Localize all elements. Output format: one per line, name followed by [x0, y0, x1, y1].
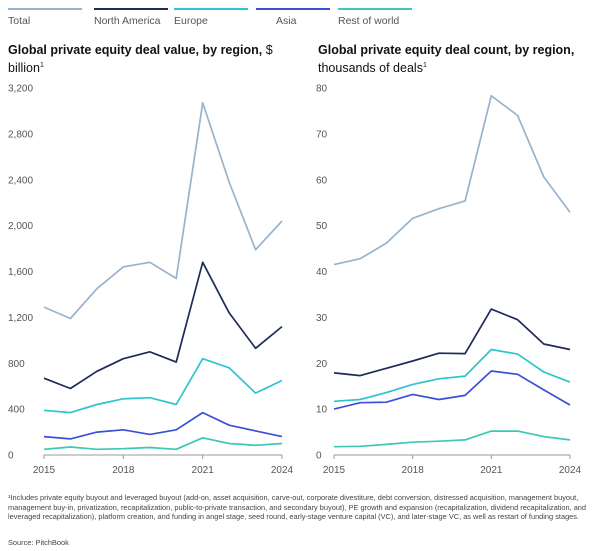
deal-value-line-north-america: [43, 261, 283, 390]
deal-count-xtick-label: 2021: [480, 465, 503, 476]
deal-count-line-rest-of-world: [333, 430, 571, 448]
deal-count-line-asia: [333, 370, 571, 410]
legend-item-total: Total: [8, 0, 82, 34]
deal-count-chart: 0 10 20 30 40 50 60 70 80 2015 2018 2021 2024: [316, 84, 582, 477]
deal-count-line-total: [333, 94, 571, 266]
deal-count-ytick-label: 70: [316, 129, 328, 140]
deal-value-line-asia: [43, 411, 283, 440]
deal-value-ytick-label: 1,600: [8, 267, 33, 278]
deal-value-ytick-label: 2,800: [8, 129, 33, 140]
left-chart-title-unit: $ billion: [8, 43, 273, 76]
deal-value-ytick-label: 800: [8, 359, 25, 370]
legend-swatch-north-america: [94, 8, 168, 10]
legend-item-rest-of-world: Rest of world: [338, 0, 412, 34]
deal-value-ytick-label: 3,200: [8, 84, 33, 95]
deal-count-ytick-label: 0: [316, 451, 322, 462]
deal-value-ytick-label: 1,200: [8, 313, 33, 324]
deal-count-ytick-label: 80: [316, 84, 328, 95]
deal-count-xtick-label: 2024: [559, 465, 582, 476]
deal-value-line-total: [43, 102, 283, 320]
left-chart-title-note: 1: [39, 62, 44, 69]
legend: Total North America Europe Asia Rest of …: [8, 0, 598, 34]
deal-value-chart: 0 400 800 1,200 1,600 2,000 2,400 2,800 3,200 201…: [8, 84, 294, 477]
right-chart-title-note: 1: [422, 62, 427, 69]
deal-count-ytick-label: 30: [316, 313, 328, 324]
legend-label-europe: Europe: [174, 15, 208, 27]
legend-item-north-america: North America: [94, 0, 168, 34]
deal-value-line-europe: [43, 357, 283, 414]
left-chart-title-main: Global private equity deal value, by reg…: [8, 43, 263, 57]
legend-swatch-rest-of-world: [338, 8, 412, 10]
deal-value-ytick-label: 0: [8, 451, 14, 462]
deal-value-xtick-label: 2024: [271, 465, 294, 476]
deal-count-ytick-label: 60: [316, 175, 328, 186]
right-chart-title-unit: thousands of deals: [318, 61, 423, 76]
right-chart-title-main: Global private equity deal count, by reg…: [318, 43, 575, 57]
left-chart-title: Global private equity deal value, by reg…: [8, 42, 298, 76]
legend-label-asia: Asia: [276, 15, 297, 27]
legend-swatch-asia: [256, 8, 330, 10]
deal-count-ytick-label: 50: [316, 221, 328, 232]
deal-value-line-rest-of-world: [43, 436, 283, 451]
deal-count-ytick-label: 10: [316, 405, 328, 416]
legend-swatch-total: [8, 8, 82, 10]
source-note: Source: PitchBook: [8, 538, 69, 547]
deal-count-line-north-america: [333, 308, 571, 377]
deal-value-ytick-label: 400: [8, 405, 25, 416]
deal-count-line-europe: [333, 348, 571, 403]
deal-count-xtick-label: 2015: [323, 465, 346, 476]
right-chart-title: Global private equity deal count, by reg…: [318, 42, 598, 76]
legend-item-asia: Asia: [256, 0, 330, 34]
legend-item-europe: Europe: [174, 0, 248, 34]
deal-value-ytick-label: 2,400: [8, 175, 33, 186]
deal-value-ytick-label: 2,000: [8, 221, 33, 232]
footnote: ¹Includes private equity buyout and leve…: [8, 493, 587, 521]
legend-label-total: Total: [8, 15, 31, 27]
legend-label-north-america: North America: [94, 15, 161, 27]
deal-value-xtick-label: 2018: [112, 465, 135, 476]
deal-count-xtick-label: 2018: [402, 465, 425, 476]
deal-value-xtick-label: 2021: [192, 465, 215, 476]
deal-value-xtick-label: 2015: [33, 465, 56, 476]
deal-count-ytick-label: 20: [316, 359, 328, 370]
deal-count-ytick-label: 40: [316, 267, 328, 278]
legend-label-rest-of-world: Rest of world: [338, 15, 400, 27]
legend-swatch-europe: [174, 8, 248, 10]
